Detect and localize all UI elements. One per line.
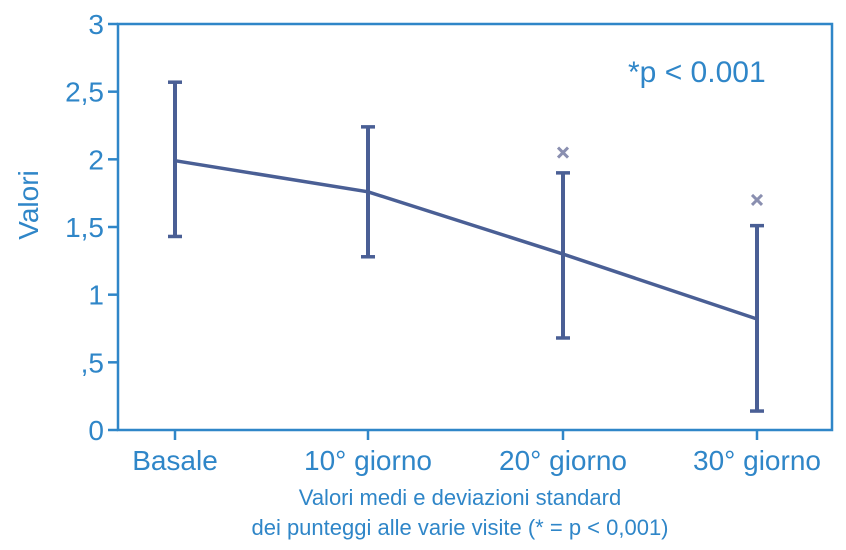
y-axis-title: Valori (13, 170, 44, 240)
y-axis: 0 ,5 1 1,5 2 2,5 3 (65, 9, 118, 446)
error-bar (168, 82, 182, 236)
error-bars (168, 82, 764, 411)
y-tick-label: 2,5 (65, 77, 104, 108)
significance-annotation: *p < 0.001 (628, 56, 766, 89)
y-tick-label: 3 (88, 9, 104, 40)
significance-markers (558, 148, 762, 205)
x-tick-label: 30° giorno (693, 445, 821, 476)
x-axis-title-line-2: dei punteggi alle varie visite (* = p < … (251, 515, 668, 540)
significance-marker (558, 148, 568, 158)
series-line (175, 161, 757, 319)
x-tick-label: Basale (132, 445, 218, 476)
y-tick-label: 0 (88, 415, 104, 446)
y-tick-label: 1 (88, 280, 104, 311)
x-tick-label: 10° giorno (304, 445, 432, 476)
x-axis: Basale 10° giorno 20° giorno 30° giorno (132, 430, 821, 476)
significance-marker (752, 195, 762, 205)
y-tick-label: ,5 (81, 347, 104, 378)
x-axis-title-line-1: Valori medi e deviazioni standard (299, 485, 621, 510)
y-tick-label: 1,5 (65, 212, 104, 243)
x-tick-label: 20° giorno (499, 445, 627, 476)
y-tick-label: 2 (88, 144, 104, 175)
